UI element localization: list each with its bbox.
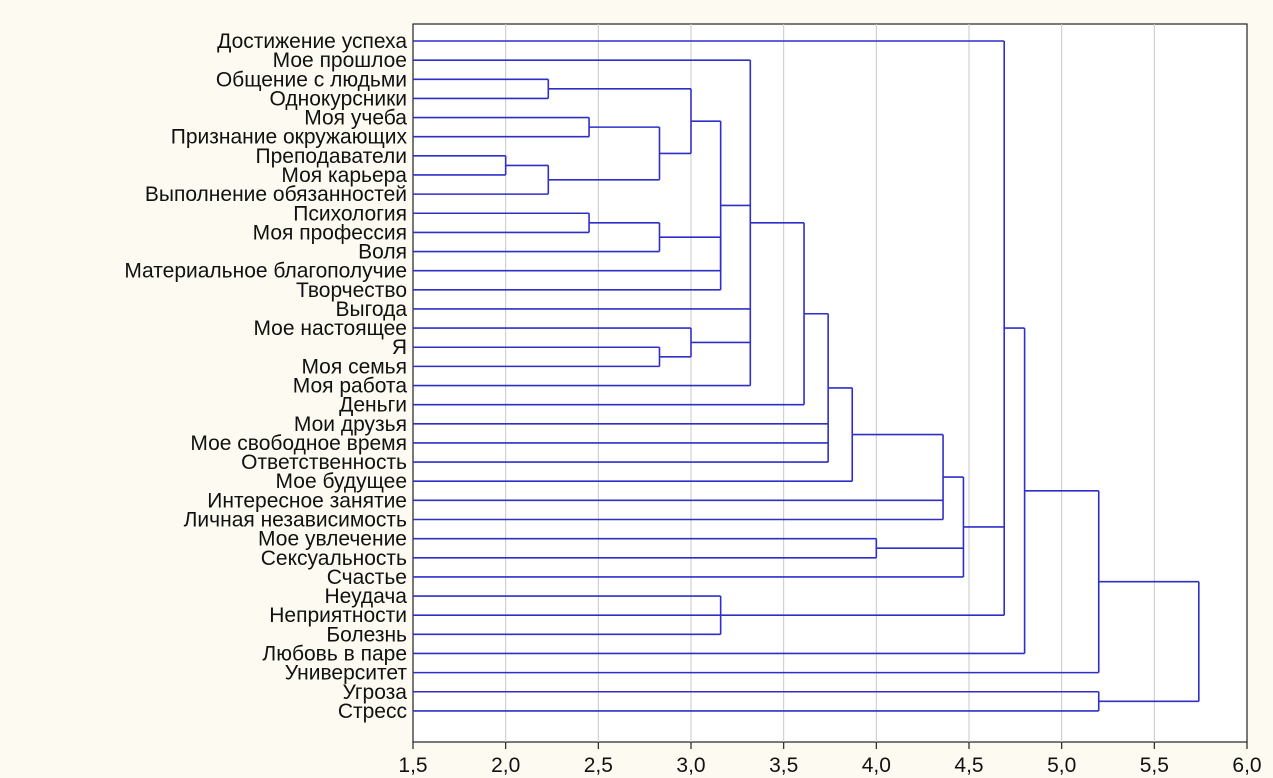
leaf-label: Мое прошлое — [273, 49, 407, 72]
leaf-label: Счастье — [327, 566, 407, 589]
leaf-label: Мои друзья — [294, 413, 407, 436]
leaf-label: Однокурсники — [269, 87, 407, 110]
leaf-label: Моя учеба — [304, 107, 407, 130]
leaf-label: Мое будущее — [276, 470, 407, 493]
leaf-label: Ответственность — [241, 451, 407, 474]
leaf-label: Любовь в паре — [262, 642, 407, 665]
leaf-label: Сексуальность — [261, 547, 407, 570]
leaf-label: Моя работа — [293, 375, 408, 398]
leaf-label: Воля — [358, 241, 407, 264]
leaf-label: Деньги — [339, 394, 407, 417]
leaf-label: Моя карьера — [281, 164, 407, 187]
leaf-label: Угроза — [343, 681, 408, 704]
leaf-label: Материальное благополучие — [124, 260, 407, 283]
leaf-label: Университет — [285, 662, 408, 685]
leaf-label: Выполнение обязанностей — [145, 183, 407, 206]
leaf-label: Моя профессия — [253, 221, 407, 244]
leaf-label: Общение с людьми — [216, 68, 407, 91]
leaf-label: Я — [392, 336, 407, 359]
leaf-label: Достижение успеха — [217, 30, 407, 53]
leaf-label: Личная независимость — [184, 509, 407, 532]
x-tick-label: 4,0 — [862, 754, 891, 777]
leaf-label: Мое свободное время — [190, 432, 407, 455]
x-tick-label: 3,5 — [769, 754, 798, 777]
leaf-label: Психология — [293, 202, 407, 225]
leaf-label: Выгода — [336, 298, 408, 321]
leaf-label: Моя семья — [301, 355, 407, 378]
x-tick-label: 5,5 — [1140, 754, 1169, 777]
x-tick-label: 5,0 — [1047, 754, 1076, 777]
x-tick-label: 6,0 — [1232, 754, 1261, 777]
leaf-label: Неприятности — [269, 604, 407, 627]
x-tick-label: 1,5 — [398, 754, 427, 777]
leaf-label: Мое увлечение — [258, 528, 407, 551]
plot-frame — [412, 23, 1248, 743]
leaf-label: Неудача — [324, 585, 407, 608]
leaf-label: Преподаватели — [256, 145, 407, 168]
leaf-label: Болезнь — [326, 623, 407, 646]
x-tick-label: 2,0 — [491, 754, 520, 777]
x-tick-label: 2,5 — [584, 754, 613, 777]
leaf-label: Мое настоящее — [253, 317, 407, 340]
leaf-label: Интересное занятие — [207, 489, 407, 512]
leaf-label: Стресс — [338, 700, 407, 723]
leaf-label: Творчество — [296, 279, 407, 302]
x-tick-label: 4,5 — [954, 754, 983, 777]
leaf-label: Признание окружающих — [171, 126, 408, 149]
x-tick-label: 3,0 — [676, 754, 705, 777]
